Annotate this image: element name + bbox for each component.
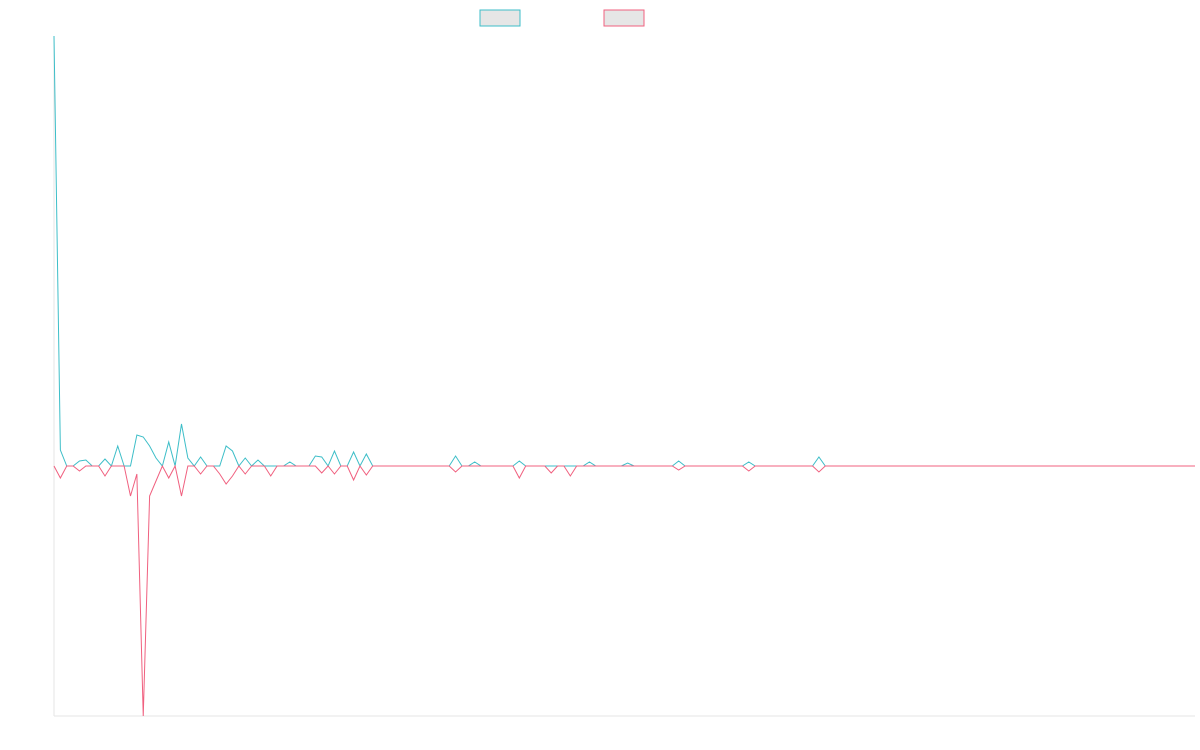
line-series [53,464,1195,717]
legend-swatch[interactable] [479,9,521,27]
legend-swatch[interactable] [603,9,645,27]
line-series [53,35,1195,468]
